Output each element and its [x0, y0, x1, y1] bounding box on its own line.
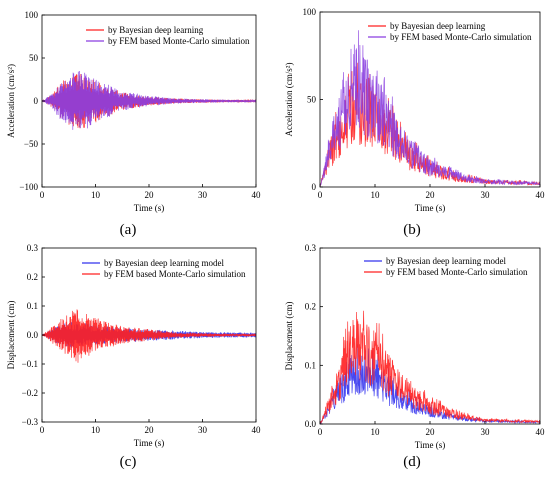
- y-axis-label: Displacement (cm): [6, 301, 16, 370]
- y-axis-label: Displacement (cm): [284, 302, 294, 371]
- y-tick-label: 100: [25, 10, 39, 20]
- y-tick-label: 0.3: [305, 243, 317, 253]
- y-tick-label: 0.1: [305, 360, 316, 370]
- x-tick-label: 30: [198, 190, 208, 200]
- series-line-2: [42, 70, 256, 130]
- x-tick-label: 10: [371, 190, 381, 200]
- x-tick-label: 40: [536, 190, 546, 200]
- plot-area: [42, 70, 256, 130]
- y-tick-label: 50: [307, 95, 317, 105]
- y-tick-label: 0: [312, 182, 317, 192]
- series-line-2: [42, 309, 256, 363]
- legend-label-2: by FEM based Monte-Carlo simulation: [108, 36, 250, 46]
- y-tick-label: 0.1: [27, 301, 38, 311]
- x-tick-label: 20: [145, 190, 155, 200]
- x-tick-label: 40: [252, 425, 262, 435]
- x-tick-label: 0: [40, 425, 45, 435]
- y-tick-label: 0: [34, 96, 39, 106]
- x-tick-label: 40: [536, 427, 546, 437]
- y-tick-label: 50: [29, 53, 39, 63]
- y-tick-label: 100: [303, 7, 317, 17]
- legend-label-2: by FEM based Monte-Carlo simulation: [104, 269, 246, 279]
- chart-panel-3: 0 10 20 30 40 0.3 0.2 0.1 0.0 −0.1 −0.2 −0.3 Time (s…: [6, 243, 261, 470]
- y-tick-label: −0.1: [22, 359, 38, 369]
- x-tick-label: 30: [481, 190, 491, 200]
- series-line-2: [320, 30, 540, 187]
- panel-caption: (c): [120, 454, 137, 470]
- legend-label-2: by FEM based Monte-Carlo simulation: [390, 32, 532, 42]
- x-tick-label: 10: [91, 425, 101, 435]
- panel-caption: (d): [403, 454, 421, 470]
- plot-area: [42, 309, 256, 363]
- plot-area: [320, 310, 540, 424]
- y-tick-label: 0.2: [27, 272, 38, 282]
- x-tick-label: 30: [481, 427, 491, 437]
- x-tick-label: 20: [145, 425, 155, 435]
- legend-label-1: by Bayesian deep learning model: [104, 258, 224, 268]
- y-tick-label: 0.0: [305, 419, 317, 429]
- y-tick-label: 0.2: [305, 302, 316, 312]
- x-tick-label: 0: [40, 190, 45, 200]
- y-tick-label: −0.2: [22, 388, 38, 398]
- legend-label-1: by Bayesian deep learning model: [386, 256, 506, 266]
- y-tick-label: −100: [19, 182, 38, 192]
- x-axis-label: Time (s): [415, 440, 445, 450]
- y-tick-label: −0.3: [22, 417, 39, 427]
- y-tick-label: −50: [24, 139, 39, 149]
- legend-label-1: by Bayesian deep learning: [108, 25, 204, 35]
- chart-panel-4: 0 10 20 30 40 0.3 0.2 0.1 0.0 Time (s) Displacemen…: [284, 243, 545, 470]
- x-tick-label: 0: [318, 190, 323, 200]
- x-tick-label: 10: [91, 190, 101, 200]
- panel-caption: (b): [403, 222, 421, 238]
- x-axis-label: Time (s): [415, 203, 445, 213]
- y-axis-label: Acceleration (cm/s²): [284, 63, 294, 137]
- x-tick-label: 40: [252, 190, 262, 200]
- x-tick-label: 0: [318, 427, 323, 437]
- y-tick-label: 0.3: [27, 243, 39, 253]
- panel-caption: (a): [120, 222, 137, 238]
- x-axis-label: Time (s): [134, 203, 164, 213]
- legend-label-1: by Bayesian deep learning: [390, 21, 486, 31]
- x-tick-label: 30: [198, 425, 208, 435]
- chart-panel-2: 0 10 20 30 40 100 50 0 Time (s) Acceleration (cm/…: [284, 7, 545, 238]
- chart-panel-1: 0 10 20 30 40 100 50 0 −50 −100 Time (s) Accelerati…: [6, 10, 261, 238]
- legend-label-2: by FEM based Monte-Carlo simulation: [386, 267, 528, 277]
- y-tick-label: 0.0: [27, 330, 39, 340]
- x-tick-label: 20: [426, 427, 436, 437]
- series-line-2: [320, 310, 540, 424]
- x-tick-label: 20: [426, 190, 436, 200]
- plot-area: [320, 30, 540, 187]
- y-axis-label: Acceleration (cm/s²): [6, 64, 16, 138]
- x-axis-label: Time (s): [134, 438, 164, 448]
- x-tick-label: 10: [371, 427, 381, 437]
